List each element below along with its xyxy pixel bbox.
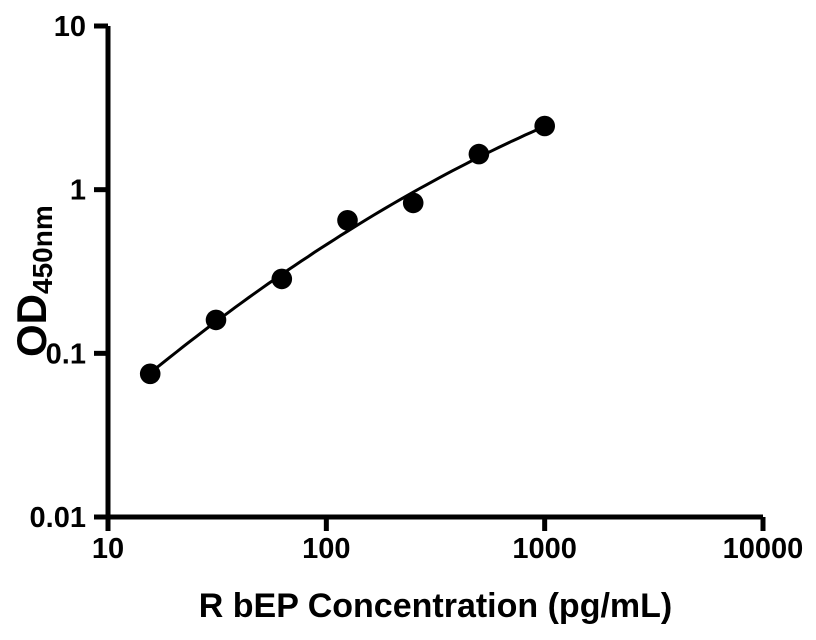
y-tick-label: 0.01 xyxy=(30,502,86,534)
x-tick-label: 100 xyxy=(302,533,350,565)
data-point xyxy=(139,363,161,385)
y-axis-title-subscript: 450nm xyxy=(27,205,58,294)
data-point xyxy=(402,192,424,214)
x-axis-title: R bEP Concentration (pg/mL) xyxy=(199,587,672,625)
x-tick-label: 10000 xyxy=(723,533,804,565)
y-tick-label: 1 xyxy=(70,175,86,207)
x-axis-tick-labels: 10 100 1000 10000 xyxy=(92,533,803,565)
y-axis-title-main: OD xyxy=(8,294,55,357)
data-points xyxy=(139,115,555,385)
data-point xyxy=(337,210,358,231)
data-point xyxy=(468,143,490,165)
data-point xyxy=(271,268,293,290)
x-tick-label: 10 xyxy=(92,533,124,565)
data-point xyxy=(534,115,555,137)
x-axis-ticks xyxy=(105,517,766,531)
trend-curve xyxy=(149,124,546,375)
x-tick-label: 1000 xyxy=(512,533,577,565)
data-point xyxy=(205,309,227,331)
y-tick-label: 0.1 xyxy=(46,338,86,370)
y-axis-title: OD450nm xyxy=(8,205,58,357)
y-axis-tick-labels: 10 1 0.1 0.01 xyxy=(30,11,86,534)
axis-spines xyxy=(105,26,763,520)
y-tick-label: 10 xyxy=(54,11,86,43)
